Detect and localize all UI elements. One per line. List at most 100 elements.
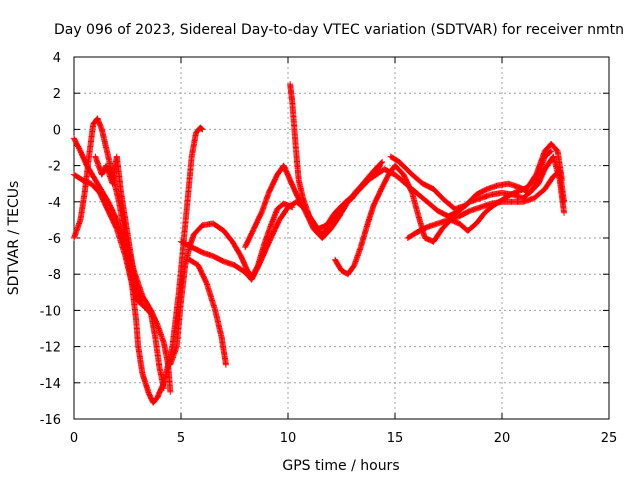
y-tick-label: -10 bbox=[40, 304, 61, 319]
data-point-markers bbox=[342, 190, 359, 205]
series-track-2 bbox=[71, 115, 174, 395]
data-point-markers bbox=[113, 153, 124, 195]
data-point-markers bbox=[441, 197, 457, 212]
data-point-markers bbox=[86, 122, 97, 160]
data-point-markers bbox=[71, 135, 83, 153]
data-point-markers bbox=[535, 167, 548, 187]
data-point-markers bbox=[357, 223, 370, 251]
data-point-markers bbox=[488, 190, 504, 198]
data-point-markers bbox=[126, 244, 137, 276]
data-point-markers bbox=[167, 344, 180, 368]
data-point-markers bbox=[541, 174, 556, 193]
data-point-markers bbox=[548, 140, 560, 154]
data-point-markers bbox=[526, 181, 541, 196]
data-point-markers bbox=[135, 289, 146, 305]
y-tick-label: -12 bbox=[40, 341, 61, 356]
data-point-markers bbox=[291, 126, 300, 159]
series-track-4 bbox=[92, 153, 146, 305]
grid-lines bbox=[74, 57, 609, 419]
data-point-markers bbox=[556, 168, 568, 205]
data-point-markers bbox=[353, 181, 368, 196]
x-tick-label: 5 bbox=[177, 431, 185, 446]
data-point-markers bbox=[265, 172, 280, 196]
data-point-markers bbox=[212, 307, 225, 340]
data-point-markers bbox=[456, 208, 472, 220]
data-point-markers bbox=[203, 280, 218, 313]
data-point-markers bbox=[462, 192, 479, 209]
data-point-markers bbox=[413, 189, 430, 204]
data-point-markers bbox=[287, 81, 296, 104]
data-point-markers bbox=[141, 303, 154, 317]
data-point-markers bbox=[392, 171, 408, 186]
data-point-markers bbox=[150, 395, 160, 406]
data-point-markers bbox=[289, 99, 298, 132]
data-point-markers bbox=[88, 180, 102, 195]
data-point-markers bbox=[96, 184, 111, 204]
data-point-markers bbox=[370, 185, 385, 209]
data-point-markers bbox=[188, 131, 199, 160]
x-tick-label: 15 bbox=[387, 431, 404, 446]
data-point-markers bbox=[122, 253, 135, 285]
data-point-markers bbox=[276, 205, 291, 223]
data-point-markers bbox=[400, 171, 415, 195]
data-point-markers bbox=[210, 253, 226, 264]
data-point-markers bbox=[413, 224, 429, 236]
y-tick-label: -6 bbox=[48, 232, 61, 247]
data-point-markers bbox=[362, 172, 376, 187]
data-point-markers bbox=[248, 265, 261, 283]
data-point-markers bbox=[105, 207, 120, 231]
x-tick-label: 0 bbox=[70, 431, 78, 446]
data-point-markers bbox=[178, 263, 189, 305]
data-point-markers bbox=[210, 220, 226, 233]
data-point-markers bbox=[220, 227, 235, 244]
data-point-markers bbox=[409, 171, 425, 186]
data-point-markers bbox=[387, 153, 402, 165]
data-point-markers bbox=[287, 177, 300, 197]
series-track-7 bbox=[186, 256, 229, 368]
data-point-markers bbox=[152, 334, 163, 370]
data-point-markers bbox=[195, 262, 210, 286]
data-point-markers bbox=[237, 253, 250, 273]
data-point-markers bbox=[122, 216, 133, 249]
data-point-markers bbox=[71, 218, 83, 241]
axis-ticks bbox=[73, 56, 610, 420]
series-track-10 bbox=[332, 140, 565, 278]
data-point-markers bbox=[344, 263, 357, 278]
data-point-markers bbox=[370, 162, 383, 178]
data-point-markers bbox=[182, 245, 193, 269]
x-tick-label: 20 bbox=[494, 431, 511, 446]
data-point-markers bbox=[250, 209, 265, 232]
data-point-markers bbox=[156, 365, 167, 392]
data-point-markers bbox=[105, 198, 120, 222]
data-point-markers bbox=[473, 210, 488, 227]
data-point-markers bbox=[327, 214, 342, 232]
series-track-12 bbox=[404, 168, 568, 241]
x-tick-label: 25 bbox=[601, 431, 618, 446]
data-point-markers bbox=[139, 370, 152, 396]
y-axis-label: SDTVAR / TECUs bbox=[6, 181, 22, 296]
data-point-markers bbox=[261, 223, 274, 247]
data-point-markers bbox=[351, 245, 364, 269]
data-point-markers bbox=[419, 180, 436, 192]
data-point-markers bbox=[306, 213, 321, 231]
data-point-markers bbox=[135, 343, 146, 376]
data-point-markers bbox=[531, 187, 547, 202]
data-point-markers bbox=[98, 126, 109, 150]
data-point-markers bbox=[332, 199, 348, 216]
data-point-markers bbox=[130, 271, 141, 295]
data-point-markers bbox=[77, 191, 88, 223]
data-point-markers bbox=[255, 250, 267, 270]
data-point-markers bbox=[133, 316, 142, 349]
data-point-markers bbox=[135, 298, 147, 309]
data-point-markers bbox=[364, 203, 377, 229]
data-point-markers bbox=[267, 207, 280, 229]
data-point-markers bbox=[259, 191, 272, 214]
y-tick-label: -8 bbox=[48, 268, 61, 283]
data-point-markers bbox=[188, 244, 205, 255]
data-point-markers bbox=[118, 189, 129, 222]
data-point-markers bbox=[261, 236, 274, 256]
data-point-markers bbox=[231, 262, 248, 275]
data-point-markers bbox=[242, 227, 257, 251]
data-point-markers bbox=[310, 225, 325, 241]
